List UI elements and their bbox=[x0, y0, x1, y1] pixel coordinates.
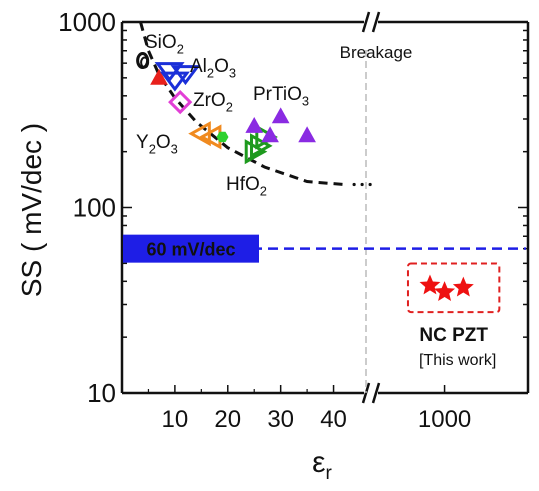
this-work-box bbox=[406, 262, 501, 314]
reference-label-box bbox=[123, 234, 259, 263]
sio-marker bbox=[140, 56, 150, 69]
this-work-label: NC PZT bbox=[419, 325, 488, 346]
x-axis-label-subscript: r bbox=[326, 463, 333, 484]
al-label: Al2O3 bbox=[190, 56, 236, 81]
prtio-marker bbox=[245, 116, 264, 133]
y-tick-label: 100 bbox=[73, 193, 116, 223]
hfo-marker bbox=[250, 133, 273, 159]
si3n4-marker bbox=[150, 68, 168, 85]
x-tick-label: 20 bbox=[214, 406, 241, 433]
al-marker bbox=[159, 71, 190, 92]
sio-label: SiO2 bbox=[145, 32, 184, 57]
x-tick-label: 30 bbox=[267, 406, 294, 433]
trend-ellipsis-dot bbox=[360, 182, 364, 187]
zro-label: ZrO2 bbox=[193, 90, 233, 115]
prtio-marker bbox=[271, 107, 290, 124]
y-axis-label: SS ( mV/dec ) bbox=[16, 123, 47, 297]
hfo-marker bbox=[244, 139, 268, 165]
breakage-label: Breakage bbox=[340, 43, 413, 62]
this-work-note: [This work] bbox=[419, 352, 496, 369]
prtio-label: PrTiO3 bbox=[253, 84, 309, 109]
axis-break-mark bbox=[371, 382, 381, 404]
axis-break-mark bbox=[371, 11, 381, 33]
reference-label: 60 mV/dec bbox=[146, 240, 235, 260]
prtio-marker bbox=[261, 126, 279, 143]
x-axis-label: εr bbox=[312, 446, 332, 484]
trend-ellipsis-dot bbox=[352, 182, 356, 187]
prtio-marker bbox=[298, 126, 316, 143]
x-tick-label: 40 bbox=[320, 406, 347, 433]
zro-marker bbox=[168, 89, 193, 115]
trend-curve bbox=[139, 21, 345, 187]
y-tick-label: 10 bbox=[87, 378, 116, 408]
axis-break-mark bbox=[361, 11, 371, 33]
y-tick-label: 1000 bbox=[58, 7, 116, 37]
trend-ellipsis-dot bbox=[368, 182, 372, 187]
x-axis-label-main: ε bbox=[312, 446, 325, 479]
this-work-star-marker bbox=[452, 276, 474, 297]
x-tick-label: 1000 bbox=[418, 406, 471, 433]
this-work-star-marker bbox=[434, 281, 456, 301]
hfo-label: HfO2 bbox=[226, 174, 267, 199]
al-marker bbox=[170, 65, 201, 86]
la2o3-marker bbox=[216, 131, 229, 143]
x-tick-label: 10 bbox=[162, 406, 189, 433]
y-label: Y2O3 bbox=[136, 132, 178, 157]
